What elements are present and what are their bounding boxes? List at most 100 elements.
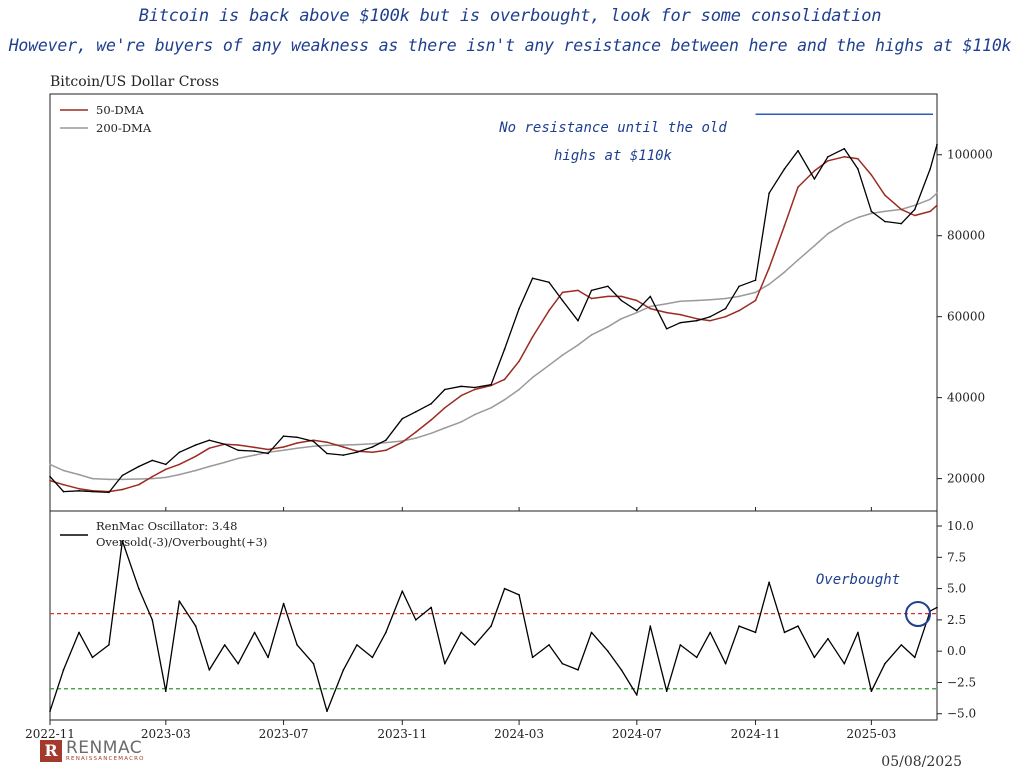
x-tick-label: 2024-11 bbox=[731, 727, 781, 741]
data-point-dma50 bbox=[768, 267, 770, 269]
price-chart-layer bbox=[49, 113, 938, 494]
data-point-oscillator bbox=[223, 644, 226, 646]
data-point-dma200 bbox=[665, 302, 668, 305]
data-point-oscillator bbox=[194, 625, 197, 627]
data-point-dma50 bbox=[208, 447, 211, 450]
data-point-oscillator bbox=[326, 710, 328, 712]
data-point-dma200 bbox=[679, 300, 682, 303]
data-point-dma200 bbox=[108, 478, 110, 481]
data-point-dma200 bbox=[237, 457, 239, 460]
data-point-price bbox=[827, 156, 829, 158]
data-point-dma50 bbox=[843, 156, 846, 158]
data-point-price bbox=[857, 168, 859, 170]
price-y-tick-label: 100000 bbox=[947, 148, 993, 162]
oscillator-y-tick-label: 10.0 bbox=[947, 519, 974, 533]
data-point-dma200 bbox=[326, 444, 328, 447]
logo-text: RENMAC RENAISSANCEMACRO bbox=[66, 740, 145, 763]
data-point-price bbox=[253, 450, 256, 452]
data-point-price bbox=[914, 208, 916, 211]
x-tick-label: 2023-07 bbox=[259, 727, 309, 741]
data-point-dma200 bbox=[282, 449, 285, 452]
data-point-oscillator bbox=[813, 656, 816, 659]
data-point-price bbox=[929, 168, 931, 170]
data-point-oscillator bbox=[415, 619, 417, 621]
data-point-dma50 bbox=[900, 208, 903, 211]
data-point-dma200 bbox=[797, 259, 799, 261]
data-point-price bbox=[356, 451, 358, 454]
data-point-price bbox=[577, 319, 579, 322]
data-point-price bbox=[518, 307, 520, 310]
data-point-dma200 bbox=[870, 212, 873, 215]
data-point-oscillator bbox=[356, 644, 358, 646]
data-point-oscillator bbox=[827, 637, 829, 640]
price-y-tick-label: 40000 bbox=[947, 391, 985, 405]
series-line-price bbox=[49, 144, 938, 494]
data-point-dma50 bbox=[695, 317, 698, 320]
data-point-oscillator bbox=[503, 587, 506, 590]
data-point-price bbox=[607, 285, 609, 288]
data-point-oscillator bbox=[473, 644, 476, 646]
data-point-price bbox=[151, 459, 154, 462]
data-point-dma200 bbox=[754, 291, 757, 294]
data-point-dma200 bbox=[548, 364, 550, 367]
renmac-logo: R RENMAC RENAISSANCEMACRO bbox=[40, 740, 145, 763]
data-point-price bbox=[548, 281, 550, 284]
data-point-oscillator bbox=[548, 644, 550, 646]
data-point-dma200 bbox=[857, 216, 859, 219]
data-point-oscillator bbox=[401, 590, 404, 592]
data-point-dma50 bbox=[738, 309, 740, 312]
data-point-dma50 bbox=[62, 483, 65, 486]
data-point-price bbox=[138, 465, 140, 468]
data-point-dma50 bbox=[518, 360, 520, 363]
data-point-price bbox=[783, 168, 786, 170]
chart-title: Bitcoin/US Dollar Cross bbox=[50, 74, 220, 90]
data-point-dma200 bbox=[813, 245, 816, 247]
date-stamp: 05/08/2025 bbox=[881, 754, 962, 770]
data-point-dma200 bbox=[460, 421, 463, 423]
series-line-dma200 bbox=[49, 192, 938, 481]
data-point-dma200 bbox=[490, 407, 492, 409]
data-point-oscillator bbox=[460, 631, 463, 634]
data-point-dma200 bbox=[590, 334, 593, 336]
data-point-oscillator bbox=[709, 631, 711, 634]
data-point-price bbox=[326, 452, 328, 455]
data-point-price bbox=[900, 222, 903, 225]
data-point-dma200 bbox=[208, 465, 211, 468]
oscillator-y-tick-label: 2.5 bbox=[947, 613, 966, 627]
data-point-price bbox=[561, 299, 564, 302]
data-point-oscillator bbox=[724, 662, 727, 665]
overbought-circle-marker bbox=[905, 601, 931, 627]
data-point-oscillator bbox=[884, 662, 886, 665]
overbought-annotation: Overbought bbox=[816, 572, 900, 588]
data-point-price bbox=[490, 383, 492, 386]
data-point-price bbox=[473, 386, 476, 389]
data-point-price bbox=[78, 490, 80, 492]
data-point-price bbox=[636, 309, 638, 312]
data-point-price bbox=[62, 490, 65, 493]
data-point-dma50 bbox=[342, 446, 345, 448]
data-point-dma50 bbox=[754, 299, 757, 302]
data-point-dma50 bbox=[253, 446, 256, 449]
data-point-dma50 bbox=[797, 186, 799, 188]
data-point-price bbox=[870, 210, 873, 213]
data-point-oscillator bbox=[385, 631, 387, 634]
data-point-oscillator bbox=[665, 690, 668, 692]
x-tick-label: 2022-11 bbox=[25, 727, 75, 741]
data-point-dma200 bbox=[518, 388, 520, 391]
data-point-dma200 bbox=[768, 283, 770, 286]
axis-layer: 20000 40000 60000 80000 100000 10.0 7.5 5.0 2.5 0… bbox=[25, 148, 993, 741]
data-point-dma50 bbox=[870, 174, 873, 176]
data-point-dma50 bbox=[636, 299, 638, 302]
data-point-dma50 bbox=[237, 444, 239, 446]
price-y-tick-label: 80000 bbox=[947, 229, 985, 243]
data-point-dma200 bbox=[561, 354, 564, 356]
data-point-price bbox=[121, 474, 124, 477]
data-point-dma200 bbox=[296, 447, 298, 450]
legend-label-oscillator: RenMac Oscillator: 3.48 bbox=[96, 519, 237, 533]
data-point-price bbox=[342, 454, 345, 456]
data-point-oscillator bbox=[490, 625, 492, 627]
data-point-dma50 bbox=[282, 446, 285, 448]
data-point-oscillator bbox=[870, 690, 873, 692]
oscillator-y-tick-label: 0.0 bbox=[947, 644, 966, 658]
data-point-price bbox=[385, 439, 387, 442]
